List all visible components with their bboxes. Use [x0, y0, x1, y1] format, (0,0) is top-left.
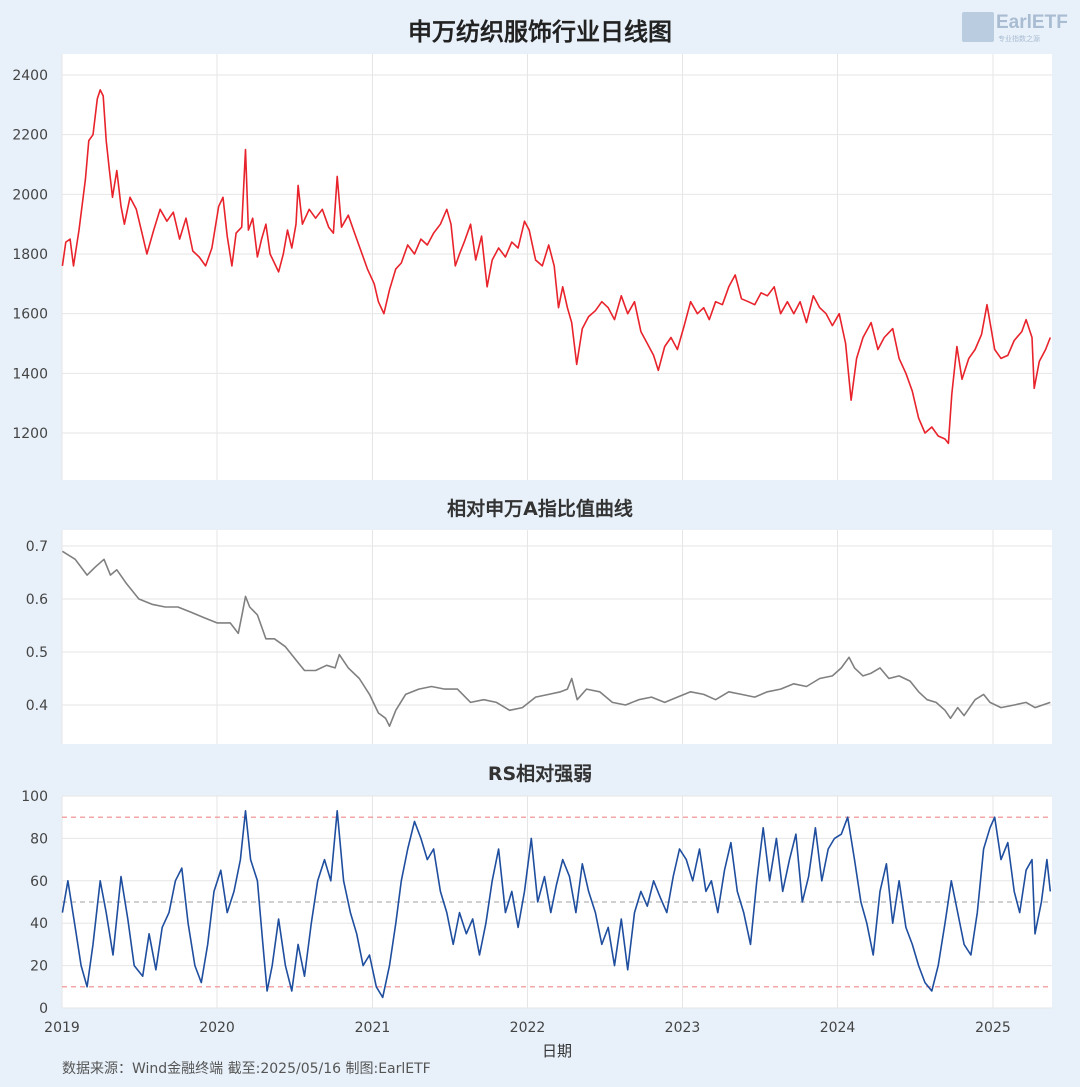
x-tick-label: 2019	[44, 1020, 80, 1036]
y-tick-label: 2200	[12, 128, 48, 144]
y-tick-label: 0.4	[26, 698, 48, 714]
y-tick-label: 2000	[12, 187, 48, 203]
y-tick-label: 1600	[12, 307, 48, 323]
chart-panel-1: 1200 1400 1600 1800 2000 2200 2400	[12, 54, 1052, 480]
y-tick-label: 100	[21, 789, 48, 805]
logo-mark-icon	[962, 12, 994, 42]
ratio-chart-title: 相对申万A指比值曲线	[447, 498, 633, 520]
chart-panel-2: 0.4 0.5 0.6 0.7	[26, 530, 1052, 744]
x-tick-label: 2024	[820, 1020, 856, 1036]
source-footer: 数据来源：Wind金融终端 截至:2025/05/16 制图:EarlETF	[62, 1061, 431, 1077]
y-tick-label: 1800	[12, 247, 48, 263]
y-tick-label: 0.6	[26, 592, 48, 608]
x-axis-label: 日期	[541, 1042, 572, 1060]
x-tick-label: 2022	[510, 1020, 546, 1036]
plot-area	[62, 54, 1052, 480]
y-tick-label: 0	[39, 1001, 48, 1017]
rs-chart-title: RS相对强弱	[487, 763, 593, 785]
x-tick-label: 2025	[975, 1020, 1011, 1036]
x-tick-label: 2023	[665, 1020, 701, 1036]
y-tick-label: 0.7	[26, 539, 48, 555]
series-line	[61, 809, 1052, 999]
logo-text: EarlETF	[996, 12, 1068, 33]
y-tick-label: 1200	[12, 426, 48, 442]
chart-panel-3: 0 20 40 60 80 100	[21, 789, 1052, 1017]
chart-title: 申万纺织服饰行业日线图	[408, 18, 672, 46]
logo-tagline: 专业指数之源	[998, 35, 1040, 43]
x-tick-label: 2021	[355, 1020, 391, 1036]
y-tick-label: 0.5	[26, 645, 48, 661]
y-tick-label: 40	[30, 916, 48, 932]
y-tick-label: 60	[30, 874, 48, 890]
y-tick-label: 2400	[12, 68, 48, 84]
y-tick-label: 80	[30, 831, 48, 847]
series-line	[61, 550, 1051, 728]
y-tick-label: 1400	[12, 366, 48, 382]
plot-area	[62, 530, 1052, 744]
x-tick-label: 2020	[199, 1020, 235, 1036]
earletf-logo: EarlETF 专业指数之源	[962, 10, 1074, 44]
series-line	[61, 89, 1052, 445]
y-tick-label: 20	[30, 959, 48, 975]
